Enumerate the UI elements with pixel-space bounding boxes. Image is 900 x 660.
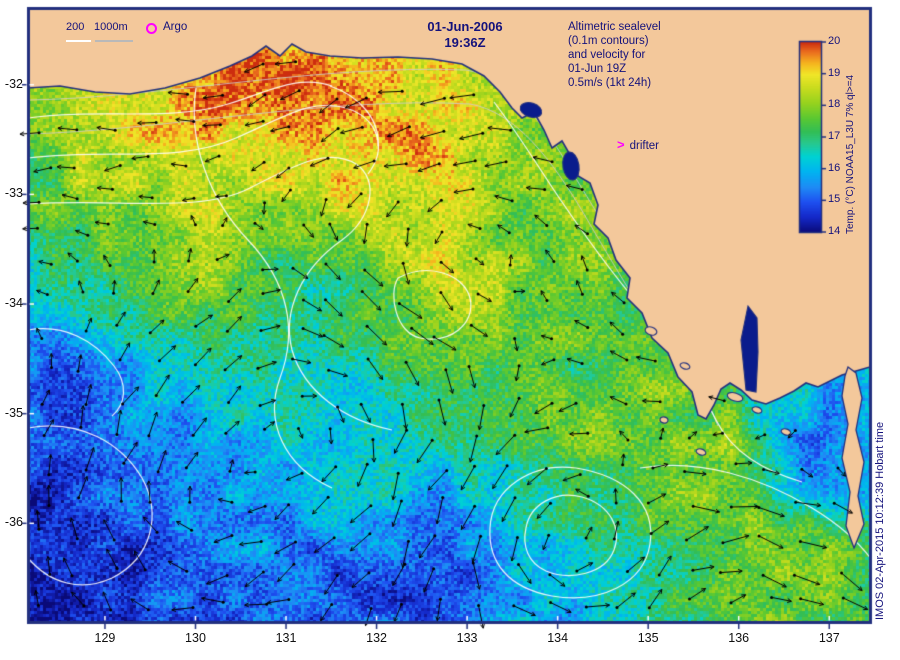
x-axis-tick-label: 129: [94, 631, 116, 645]
drifter-label: drifter: [629, 140, 659, 152]
colorbar-tick-label: 15: [828, 193, 841, 206]
info-line-5: 0.5m/s (1kt 24h): [568, 77, 652, 89]
bathy-1000-contour-line: [95, 40, 133, 42]
bathymetry-legend: 200 1000m: [66, 21, 156, 47]
x-axis-tick-label: 137: [818, 631, 840, 645]
plot-title: 01-Jun-2006 19:36Z: [395, 19, 535, 51]
argo-legend: Argo: [146, 21, 206, 37]
y-axis-tick-label: -34: [4, 296, 23, 311]
y-axis-tick-label: -35: [4, 405, 23, 420]
x-axis-tick-label: 132: [366, 631, 387, 645]
y-axis-tick-label: -32: [4, 76, 23, 91]
info-line-1: Altimetric sealevel: [568, 21, 661, 33]
y-axis-tick-label: -36: [4, 515, 23, 530]
drifter-marker: > drifter: [617, 137, 659, 152]
bathy-200-label: 200: [66, 21, 85, 33]
colorbar-tick-label: 14: [828, 225, 841, 237]
colorbar-tick-label: 18: [828, 98, 841, 111]
x-axis-tick-label: 135: [637, 631, 659, 645]
watermark: IMOS 02-Apr-2015 10:12:39 Hobart time: [874, 421, 886, 620]
bathy-200-contour-line: [66, 40, 91, 42]
info-line-3: and velocity for: [568, 49, 646, 61]
x-axis-tick-label: 130: [185, 631, 206, 645]
colorbar-tick-label: 20: [828, 35, 841, 47]
plot-time: 19:36Z: [444, 35, 486, 50]
colorbar-title: Temp. (°C) NOAA15_L3U 7% ql>=4: [845, 74, 856, 234]
colorbar-tick-label: 16: [828, 161, 841, 174]
info-line-4: 01-Jun 19Z: [568, 63, 627, 75]
y-axis-tick-label: -33: [4, 186, 23, 201]
x-axis-tick-label: 131: [275, 631, 297, 645]
bathy-1000-label: 1000m: [94, 21, 128, 33]
colorbar-tick-label: 19: [828, 66, 841, 79]
x-axis-tick-label: 136: [728, 631, 750, 645]
plot-date: 01-Jun-2006: [427, 19, 503, 34]
drifter-arrow-icon: >: [617, 137, 625, 152]
info-line-2: (0.1m contours): [568, 35, 649, 47]
x-axis-tick-label: 133: [456, 631, 478, 645]
argo-label: Argo: [163, 21, 188, 33]
argo-float-icon: [146, 23, 157, 34]
x-axis-tick-label: 134: [547, 631, 569, 645]
sealevel-info-block: Altimetric sealevel (0.1m contours) and …: [568, 20, 661, 90]
colorbar-tick-label: 17: [828, 130, 841, 142]
